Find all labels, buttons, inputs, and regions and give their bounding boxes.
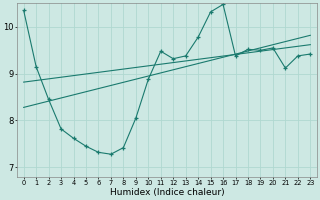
X-axis label: Humidex (Indice chaleur): Humidex (Indice chaleur): [110, 188, 224, 197]
